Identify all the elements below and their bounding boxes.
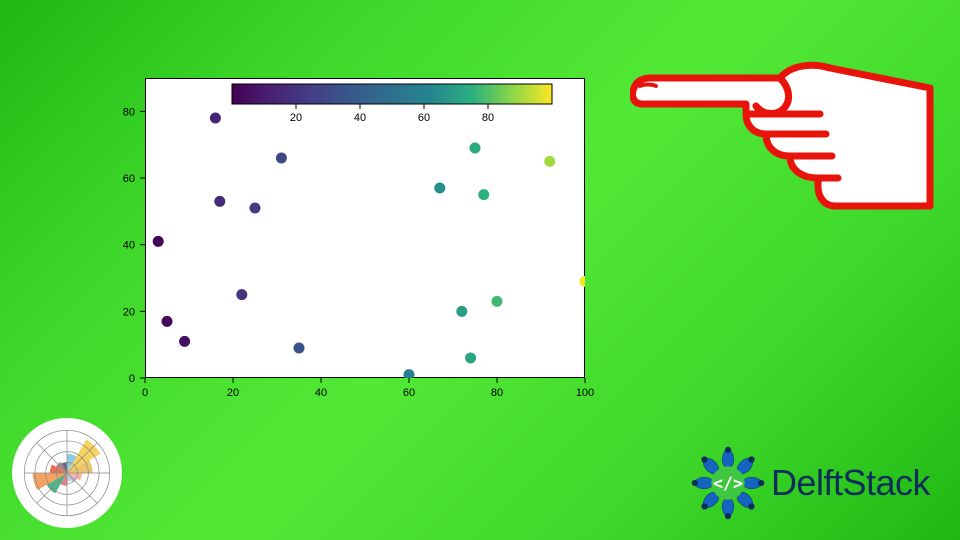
svg-text:40: 40 (123, 240, 135, 252)
svg-text:0: 0 (142, 387, 148, 399)
svg-text:60: 60 (403, 387, 415, 399)
scatter-point (280, 66, 291, 77)
svg-text:60: 60 (123, 173, 135, 185)
delftstack-logo: </> DelftStack (689, 444, 930, 522)
svg-text:0: 0 (129, 373, 135, 385)
svg-text:80: 80 (491, 387, 503, 399)
scatter-chart (145, 78, 585, 378)
pointing-hand-icon (630, 58, 940, 233)
svg-text:</>: </> (713, 474, 743, 493)
svg-text:20: 20 (123, 306, 135, 318)
svg-text:80: 80 (123, 106, 135, 118)
delftstack-emblem-icon: </> (689, 444, 767, 522)
delftstack-label: DelftStack (771, 462, 930, 504)
svg-text:20: 20 (227, 387, 239, 399)
polar-rose-logo (12, 418, 122, 528)
svg-text:40: 40 (315, 387, 327, 399)
svg-text:100: 100 (576, 387, 594, 399)
